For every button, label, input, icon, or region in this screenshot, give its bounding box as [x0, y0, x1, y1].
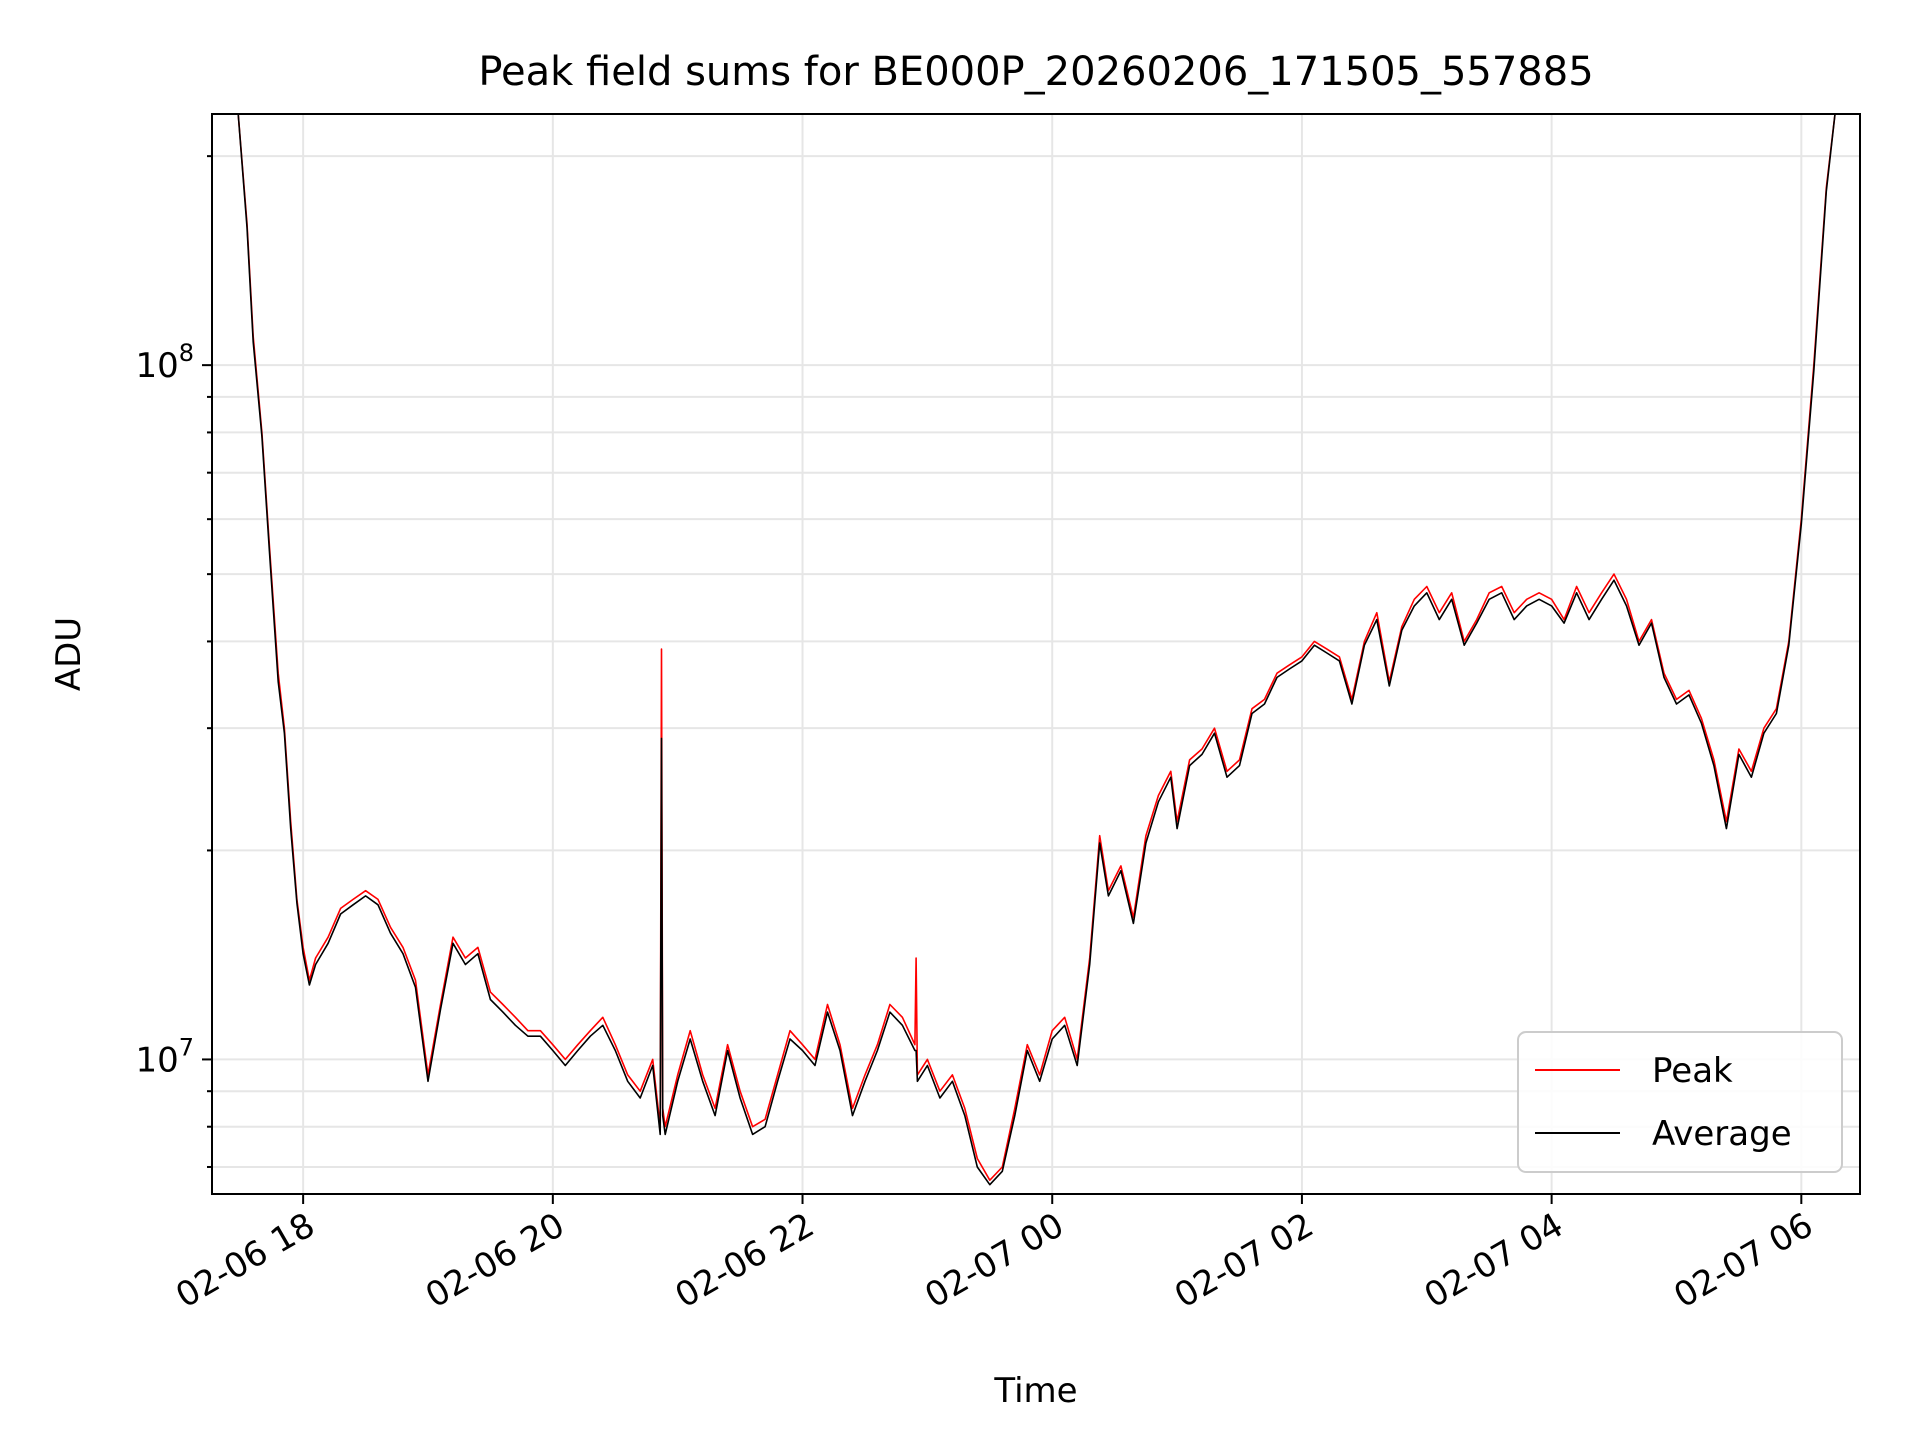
y-tick-label: 108	[135, 339, 194, 386]
y-tick-label-base: 10	[135, 1040, 178, 1080]
y-axis-label: ADU	[49, 617, 89, 691]
legend-label-average: Average	[1652, 1114, 1792, 1154]
grid-layer	[212, 114, 1860, 1194]
series-line-average	[237, 114, 1836, 1186]
chart-title: Peak field sums for BE000P_20260206_1715…	[478, 49, 1593, 95]
y-tick-label-exponent: 7	[179, 1033, 194, 1061]
plot-frame	[211, 113, 1861, 1195]
y-tick-label: 107	[135, 1033, 194, 1080]
series-layer	[237, 114, 1836, 1186]
series-line-peak	[237, 114, 1836, 1181]
legend-label-peak: Peak	[1652, 1051, 1733, 1091]
y-tick-label-base: 10	[135, 346, 178, 386]
legend: Peak Average	[1517, 1031, 1843, 1173]
legend-box	[1517, 1031, 1843, 1173]
x-axis-label: Time	[993, 1371, 1077, 1411]
y-tick-label-exponent: 8	[179, 339, 194, 367]
